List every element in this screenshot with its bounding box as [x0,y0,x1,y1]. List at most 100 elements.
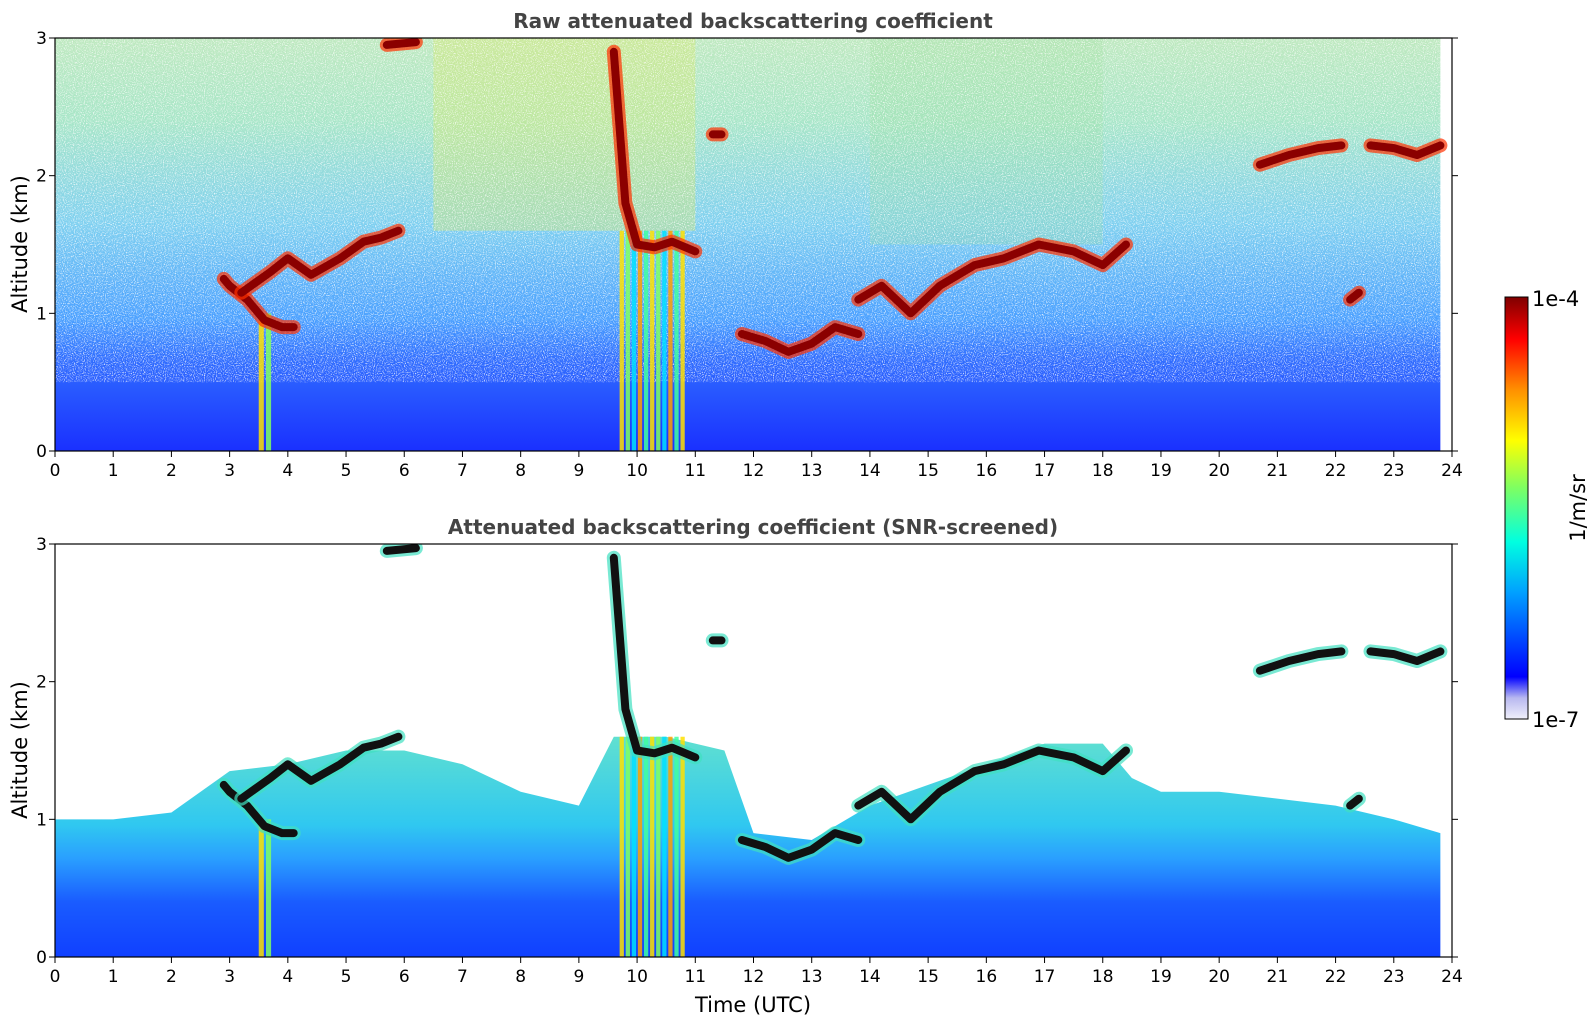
cloud-layer [237,226,403,297]
x-tick-label: 21 [1267,461,1289,481]
precip-column-stripe [619,230,624,451]
y-tick-label: 1 [36,810,47,830]
x-tick-label: 12 [743,967,765,987]
x-tick-label: 17 [1034,461,1056,481]
precip-column-stripe [668,230,673,451]
precip-column-stripe [656,230,661,451]
precip-column-stripe [656,736,661,957]
x-tick-label: 13 [801,461,823,481]
cloud-layer [1346,794,1363,810]
x-tick-label: 8 [515,967,526,987]
x-axis-ticks: 0 1 2 3 4 5 6 7 8 9 10 11 12 13 14 15 16 17 18 19 20 21 22 23 24 [50,451,1463,481]
x-tick-label: 10 [626,461,648,481]
colorbar-min-label: 1e-7 [1532,708,1579,732]
x-tick-label: 0 [50,967,61,987]
cloud-layers [216,544,1448,865]
x-tick-label: 4 [282,967,293,987]
cloud-layer [1255,647,1346,675]
colorbar: 1e-4 1e-7 1/m/sr [1504,287,1590,732]
x-tick-label: 15 [917,967,939,987]
y-axis-label: Altitude (km) [8,175,32,313]
x-tick-label: 7 [457,967,468,987]
x-axis-ticks: 0 1 2 3 4 5 6 7 8 9 10 11 12 13 14 15 16 17 18 19 20 21 22 23 24 [50,957,1463,987]
x-tick-label: 3 [224,461,235,481]
cloud-layer [854,746,1130,824]
x-tick-label: 7 [457,461,468,481]
x-tick-label: 4 [282,461,293,481]
y-tick-label: 2 [36,673,47,693]
cloud-layer [382,38,420,49]
y-axis-ticks: 0 1 2 3 [36,535,1458,968]
colorbar-gradient [1504,296,1529,720]
x-tick-label: 11 [684,967,706,987]
precipitation-columns [258,230,685,451]
x-tick-label: 9 [573,461,584,481]
precip-column-stripe [662,736,667,957]
x-tick-label: 17 [1034,967,1056,987]
x-tick-label: 20 [1208,967,1230,987]
precip-column-stripe [625,736,630,957]
x-tick-label: 1 [108,461,119,481]
x-tick-label: 1 [108,967,119,987]
plot-area [55,38,1452,451]
cloud-layer [854,240,1130,318]
x-tick-label: 10 [626,967,648,987]
precip-column-stripe [258,313,264,451]
precip-column-stripe [650,736,655,957]
x-tick-label: 11 [684,461,706,481]
x-tick-label: 18 [1092,461,1114,481]
x-tick-label: 5 [341,461,352,481]
colorbar-max-label: 1e-4 [1532,287,1579,311]
cloud-layer [1366,141,1445,159]
cloud-layer [737,323,863,356]
precip-column-stripe [643,230,649,451]
x-tick-label: 2 [166,461,177,481]
cloud-layer [219,780,298,838]
cloud-layer [609,553,700,762]
x-tick-label: 20 [1208,461,1230,481]
y-axis-label: Altitude (km) [8,681,32,819]
x-tick-label: 14 [859,967,881,987]
x-tick-label: 2 [166,967,177,987]
chart-title: Attenuated backscattering coefficient (S… [448,515,1058,539]
precip-column-stripe [625,230,630,451]
precip-column-stripe [637,230,643,451]
x-tick-label: 18 [1092,967,1114,987]
x-tick-label: 5 [341,967,352,987]
y-tick-label: 0 [36,442,47,462]
x-tick-label: 21 [1267,967,1289,987]
y-tick-label: 1 [36,304,47,324]
x-tick-label: 24 [1441,461,1463,481]
x-tick-label: 16 [976,461,998,481]
cloud-layer [1366,647,1445,665]
plot-area [55,544,1452,957]
y-tick-label: 3 [36,29,47,49]
y-tick-label: 3 [36,535,47,555]
precip-column-stripe [680,736,685,957]
y-tick-label: 0 [36,948,47,968]
chart-panel-screened: Attenuated backscattering coefficient (S… [8,515,1463,1017]
chart-panel-raw: Raw attenuated backscattering coefficien… [8,9,1463,481]
cloud-layer [737,829,863,862]
cloud-layer [1255,141,1346,169]
y-tick-label: 2 [36,167,47,187]
precip-column-stripe [643,736,649,957]
x-tick-label: 15 [917,461,939,481]
precip-column-stripe [668,736,673,957]
chart-title: Raw attenuated backscattering coefficien… [513,9,993,33]
precip-column-stripe [619,736,624,957]
precip-column-stripe [266,313,272,451]
x-tick-label: 3 [224,967,235,987]
precip-column-stripe [631,736,637,957]
cloud-layer [609,47,700,256]
cloud-layers [216,38,1448,359]
x-tick-label: 12 [743,461,765,481]
x-tick-label: 22 [1325,967,1347,987]
precip-column-stripe [662,230,667,451]
y-axis-ticks: 0 1 2 3 [36,29,1458,462]
x-tick-label: 14 [859,461,881,481]
x-axis-label: Time (UTC) [694,993,811,1017]
x-tick-label: 6 [399,461,410,481]
x-tick-label: 23 [1383,967,1405,987]
